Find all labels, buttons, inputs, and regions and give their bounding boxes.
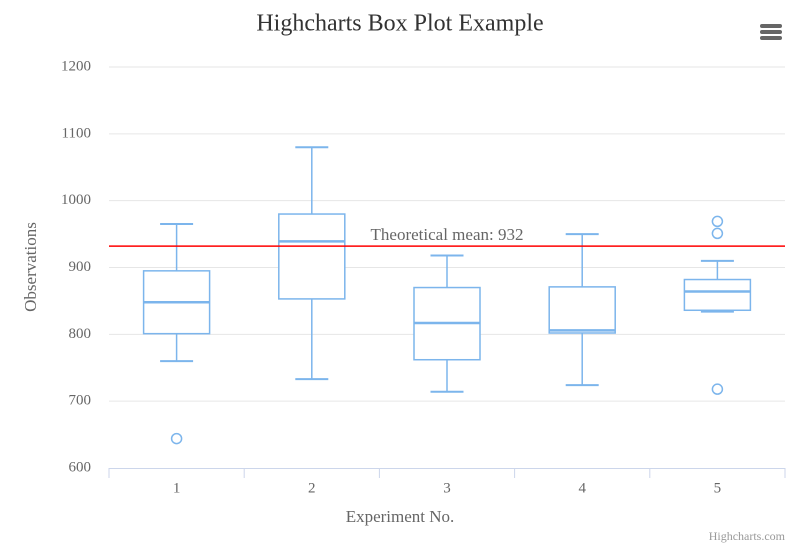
y-tick-label: 1100 — [62, 125, 91, 141]
outlier — [170, 432, 183, 445]
box — [278, 213, 346, 300]
x-tick-label: 3 — [443, 480, 451, 496]
menu-bar — [760, 36, 782, 40]
x-tick-label: 4 — [578, 480, 586, 496]
chart-title: Highcharts Box Plot Example — [256, 11, 543, 37]
x-tick-label: 1 — [173, 480, 181, 496]
y-axis-title: Observations — [21, 222, 40, 312]
outlier — [711, 215, 724, 228]
y-tick-label: 900 — [69, 259, 92, 275]
credits[interactable]: Highcharts.com — [709, 529, 786, 543]
box — [548, 286, 616, 334]
menu-bar — [760, 30, 782, 34]
x-tick-label: 5 — [714, 480, 722, 496]
y-tick-label: 1000 — [61, 192, 91, 208]
plot-line-label: Theoretical mean: 932 — [371, 225, 524, 244]
y-tick-label: 600 — [69, 459, 92, 475]
y-tick-label: 1200 — [61, 58, 91, 74]
x-axis-title: Experiment No. — [346, 507, 455, 526]
y-tick-label: 800 — [69, 326, 92, 342]
outlier — [711, 227, 724, 240]
outlier — [711, 383, 724, 395]
menu-button[interactable] — [760, 24, 782, 40]
x-tick-label: 2 — [308, 480, 316, 496]
box — [683, 278, 752, 312]
menu-bar — [760, 24, 782, 28]
y-tick-label: 700 — [69, 393, 92, 409]
